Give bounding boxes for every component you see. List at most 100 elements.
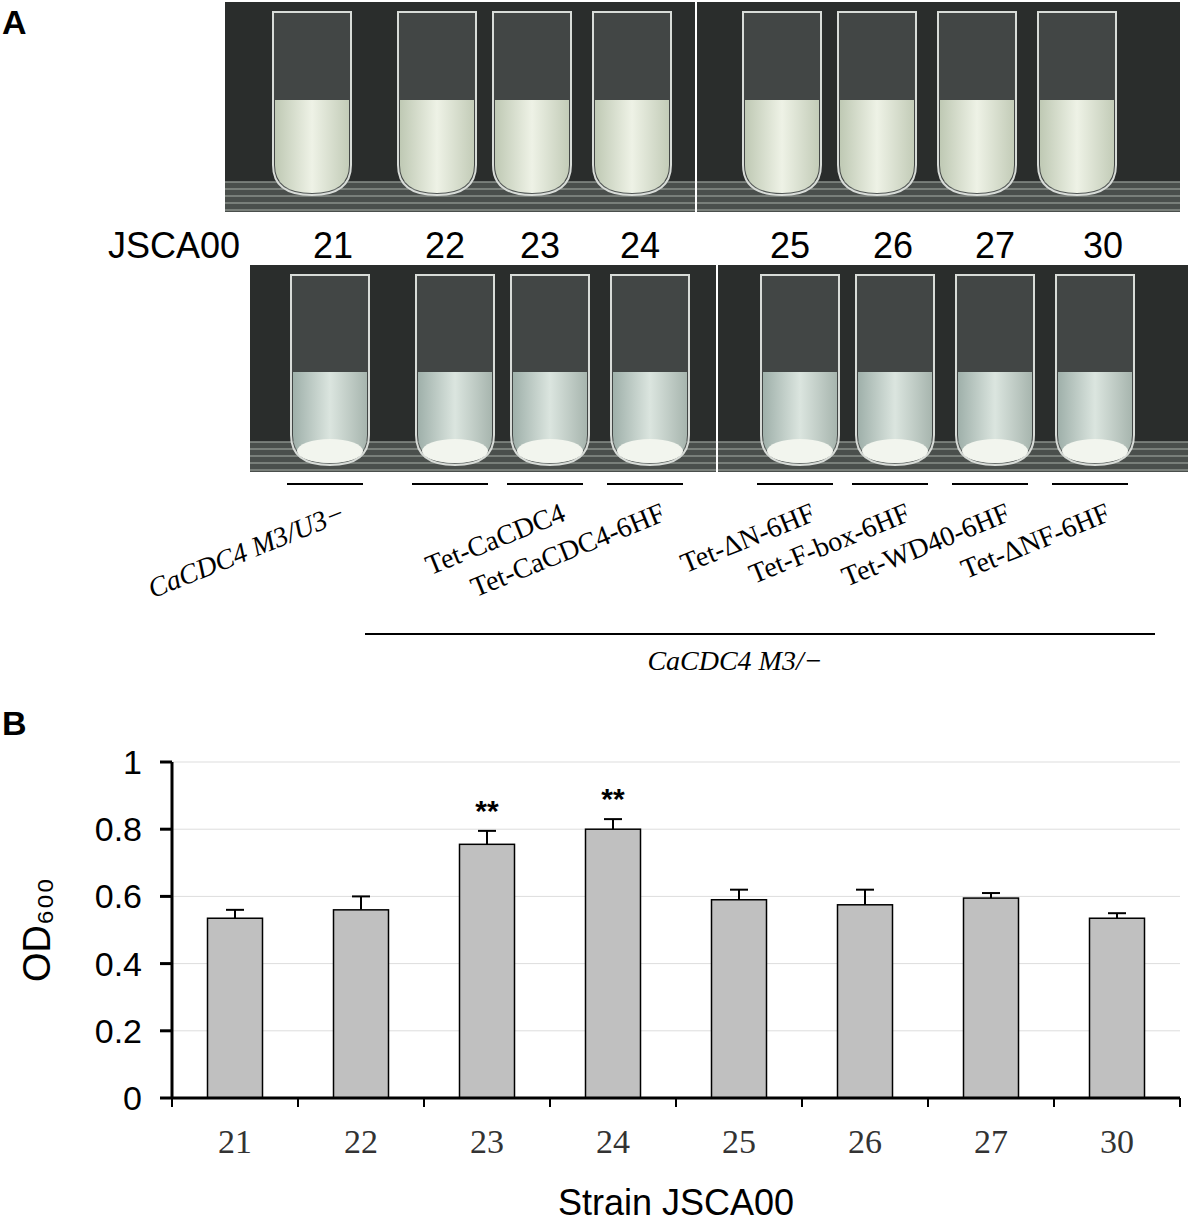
strain-number: 24 — [620, 225, 660, 266]
culture — [940, 100, 1014, 193]
x-tick-label: 22 — [344, 1123, 378, 1160]
error-bar — [352, 896, 370, 909]
error-stem — [864, 890, 866, 905]
y-tick — [160, 962, 172, 965]
annotation: ** — [475, 794, 499, 827]
strain-underline — [412, 483, 488, 485]
x-tick-label: 21 — [218, 1123, 252, 1160]
error-stem — [360, 896, 362, 909]
culture — [1058, 372, 1132, 463]
x-tick — [801, 1098, 803, 1107]
strain-number: 23 — [520, 225, 560, 266]
bar — [334, 910, 389, 1098]
culture — [840, 100, 914, 193]
genotype-label: CaCDC4 M3/U3− — [143, 497, 349, 604]
pellet — [617, 439, 683, 463]
photo-rack-wire — [697, 209, 1180, 211]
photo-background — [250, 265, 716, 472]
tube — [416, 275, 494, 465]
panel-label: B — [2, 704, 27, 742]
error-bar — [226, 910, 244, 918]
tube — [761, 275, 839, 465]
culture — [763, 372, 837, 463]
y-axis — [171, 762, 174, 1098]
y-tick-label: 0.8 — [95, 810, 142, 848]
strain-number: 21 — [313, 225, 353, 266]
x-tick-label: 23 — [470, 1123, 504, 1160]
culture — [275, 100, 349, 193]
x-tick — [1053, 1098, 1055, 1107]
bars — [208, 819, 1145, 1098]
x-tick — [297, 1098, 299, 1107]
culture — [613, 372, 687, 463]
tube — [493, 12, 571, 195]
error-cap — [982, 892, 1000, 894]
culture — [958, 372, 1032, 463]
tube — [611, 275, 689, 465]
x-tick-label: 24 — [596, 1123, 630, 1160]
annotation: ** — [601, 782, 625, 815]
error-cap — [1108, 912, 1126, 914]
error-cap — [226, 909, 244, 911]
photo-rack-wire — [225, 202, 695, 204]
y-tick — [160, 1097, 172, 1100]
group-label: CaCDC4 M3/− — [647, 645, 822, 676]
tube — [956, 275, 1034, 465]
error-bar — [1108, 913, 1126, 918]
bar — [586, 829, 641, 1098]
y-tick — [160, 761, 172, 764]
y-tick-label: 0.4 — [95, 945, 142, 983]
bar — [712, 900, 767, 1098]
error-cap — [478, 830, 496, 832]
x-tick — [423, 1098, 425, 1107]
genotype-label: Tet-ΔNF-6HF — [957, 497, 1115, 585]
strain-underline — [287, 483, 363, 485]
culture — [418, 372, 492, 463]
y-tick — [160, 895, 172, 898]
x-tick — [927, 1098, 929, 1107]
y-tick — [160, 828, 172, 831]
pellet — [297, 439, 363, 463]
strain-prefix: JSCA00 — [108, 225, 240, 266]
error-bar — [730, 890, 748, 900]
bar — [208, 918, 263, 1098]
error-stem — [486, 831, 488, 844]
error-stem — [234, 910, 236, 918]
genotype-label: Tet-CaCDC4-6HF — [466, 497, 669, 603]
photo-rack-wire — [250, 469, 716, 471]
error-cap — [352, 895, 370, 897]
x-tick-label: 27 — [974, 1123, 1008, 1160]
group-bracket — [365, 633, 1155, 635]
bar — [460, 844, 515, 1098]
culture — [595, 100, 669, 193]
photo-background — [718, 265, 1188, 472]
bar — [964, 898, 1019, 1098]
photo-rack-wire — [697, 202, 1180, 204]
error-stem — [738, 890, 740, 900]
culture — [400, 100, 474, 193]
error-stem — [612, 819, 614, 829]
culture — [513, 372, 587, 463]
grid-line — [172, 1030, 1180, 1031]
panel-label: A — [2, 3, 27, 41]
tube — [291, 275, 369, 465]
strain-number: 30 — [1083, 225, 1123, 266]
tube — [398, 12, 476, 195]
pellet — [517, 439, 583, 463]
y-tick-label: 1 — [123, 743, 142, 781]
pellet — [422, 439, 488, 463]
strain-underline — [507, 483, 583, 485]
x-tick-label: 30 — [1100, 1123, 1134, 1160]
y-tick-label: 0.6 — [95, 877, 142, 915]
error-bar — [856, 890, 874, 905]
error-cap — [604, 818, 622, 820]
bar — [838, 905, 893, 1098]
strain-underline — [952, 483, 1028, 485]
bar — [1090, 918, 1145, 1098]
strain-underline — [852, 483, 928, 485]
error-bar — [478, 831, 496, 844]
pellet — [1062, 439, 1128, 463]
x-tick — [171, 1098, 173, 1107]
grid-line — [172, 829, 1180, 830]
x-axis-title: Strain JSCA00 — [558, 1182, 794, 1223]
